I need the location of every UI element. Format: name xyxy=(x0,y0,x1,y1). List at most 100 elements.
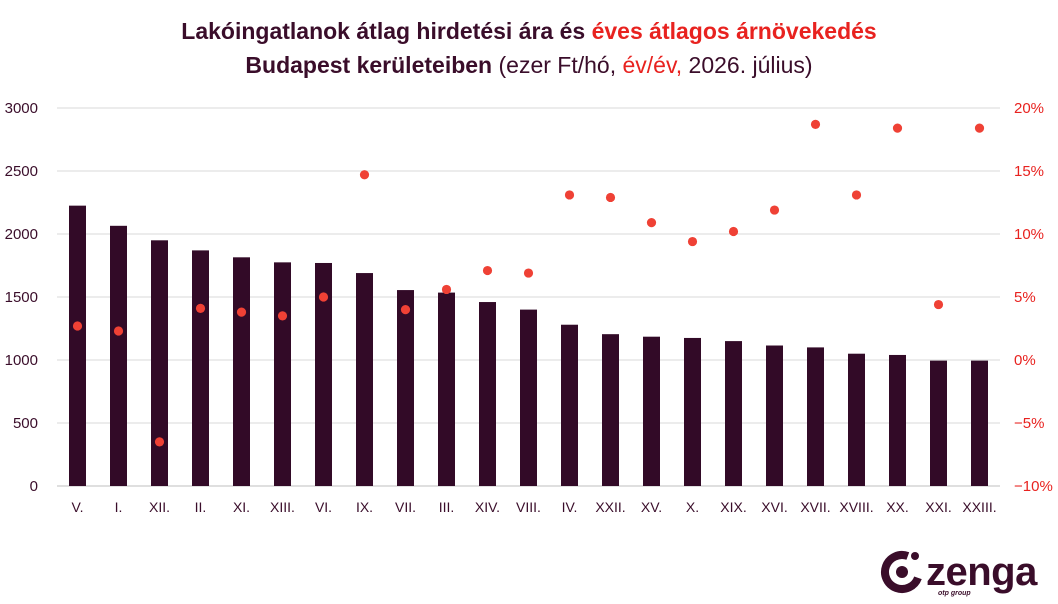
left-tick-label: 3000 xyxy=(5,100,38,117)
bar xyxy=(151,240,168,486)
bar xyxy=(684,337,701,486)
x-tick-label: XI. xyxy=(233,499,250,515)
subtitle-close: 2026. július) xyxy=(682,52,813,78)
bar xyxy=(930,360,947,486)
dot xyxy=(359,170,370,180)
title-line-1: Lakóingatlanok átlag hirdetési ára és év… xyxy=(0,14,1058,48)
bar xyxy=(438,292,455,486)
bar xyxy=(233,257,250,486)
bar xyxy=(274,262,291,486)
dot xyxy=(236,307,247,317)
dot xyxy=(687,236,698,247)
right-axis: −10% −5% 0% 5% 10% 15% 20% xyxy=(1014,100,1053,495)
bar xyxy=(848,353,865,486)
x-tick-label: XIII. xyxy=(270,499,295,515)
bar xyxy=(889,354,906,486)
x-tick-label: VIII. xyxy=(516,499,541,515)
left-tick-label: 1500 xyxy=(5,289,38,306)
x-tick-label: XVIII. xyxy=(839,499,873,515)
x-tick-label: X. xyxy=(686,499,699,515)
x-tick-label: XXIII. xyxy=(962,499,996,515)
right-tick-label: 5% xyxy=(1014,289,1036,306)
bar xyxy=(971,360,988,486)
x-tick-label: VII. xyxy=(395,499,416,515)
subtitle-red: év/év, xyxy=(622,52,683,78)
right-tick-label: −5% xyxy=(1014,415,1044,432)
right-tick-label: 15% xyxy=(1014,163,1044,180)
zenga-logo-icon xyxy=(881,551,923,593)
bar xyxy=(110,225,127,486)
dot xyxy=(769,205,780,215)
x-tick-label: I. xyxy=(115,499,123,515)
chart-title: Lakóingatlanok átlag hirdetési ára és év… xyxy=(0,14,1058,82)
dot xyxy=(646,218,657,228)
bar xyxy=(725,341,742,486)
dot xyxy=(113,326,124,336)
dot xyxy=(318,292,329,302)
title-line-2: Budapest kerületeiben (ezer Ft/hó, év/év… xyxy=(0,48,1058,82)
x-tick-label: XXII. xyxy=(595,499,625,515)
dot xyxy=(851,190,862,200)
x-tick-label: XV. xyxy=(641,499,662,515)
bar xyxy=(807,347,824,486)
bar xyxy=(766,345,783,486)
zenga-logo: zenga otp group xyxy=(876,548,1052,602)
bar xyxy=(356,273,373,486)
bar xyxy=(643,336,660,486)
x-tick-label: XII. xyxy=(149,499,170,515)
x-tick-label: XIV. xyxy=(475,499,500,515)
dot xyxy=(728,226,739,237)
dot xyxy=(564,190,575,200)
right-tick-label: 20% xyxy=(1014,100,1044,117)
x-axis: V. I. XII. II. XI. XIII. VI. IX. VII. III. XIV. VII… xyxy=(72,499,997,515)
dot xyxy=(277,311,288,321)
x-tick-label: XXI. xyxy=(925,499,951,515)
dot xyxy=(482,265,493,276)
dot xyxy=(400,305,411,315)
dot xyxy=(605,192,616,203)
x-tick-label: II. xyxy=(195,499,207,515)
title-bold: Budapest kerületeiben xyxy=(245,52,493,78)
dot xyxy=(810,119,821,129)
right-tick-label: −10% xyxy=(1014,478,1053,495)
x-tick-label: XVI. xyxy=(761,499,787,515)
bar xyxy=(479,302,496,486)
bar xyxy=(520,309,537,486)
x-tick-label: XIX. xyxy=(720,499,746,515)
subtitle-open: (ezer Ft/hó, xyxy=(492,52,623,78)
x-tick-label: XX. xyxy=(886,499,909,515)
dot xyxy=(523,268,534,278)
dot xyxy=(933,299,944,310)
bar xyxy=(192,250,209,486)
left-axis: 0 500 1000 1500 2000 2500 3000 xyxy=(5,100,38,495)
left-tick-label: 1000 xyxy=(5,352,38,369)
x-tick-label: III. xyxy=(439,499,455,515)
left-tick-label: 500 xyxy=(13,415,38,432)
dot xyxy=(892,123,903,133)
bar xyxy=(315,262,332,486)
left-tick-label: 2000 xyxy=(5,226,38,243)
bar xyxy=(69,205,86,486)
bar-series xyxy=(69,205,988,486)
x-tick-label: VI. xyxy=(315,499,332,515)
x-tick-label: IV. xyxy=(562,499,578,515)
x-tick-label: IX. xyxy=(356,499,373,515)
title-main: Lakóingatlanok átlag hirdetési ára és xyxy=(181,18,592,44)
logo-word: zenga xyxy=(926,550,1037,594)
x-tick-label: V. xyxy=(72,499,84,515)
left-tick-label: 0 xyxy=(30,478,38,495)
dot xyxy=(974,123,985,133)
left-tick-label: 2500 xyxy=(5,163,38,180)
dot xyxy=(154,437,165,447)
dot xyxy=(195,303,206,313)
bar xyxy=(397,290,414,486)
logo-sub: otp group xyxy=(938,590,971,597)
dot xyxy=(72,321,83,331)
right-tick-label: 10% xyxy=(1014,226,1044,243)
title-red: éves átlagos árnövekedés xyxy=(591,18,877,44)
right-tick-label: 0% xyxy=(1014,352,1036,369)
dot xyxy=(441,284,452,295)
bar xyxy=(602,334,619,486)
bar xyxy=(561,324,578,486)
